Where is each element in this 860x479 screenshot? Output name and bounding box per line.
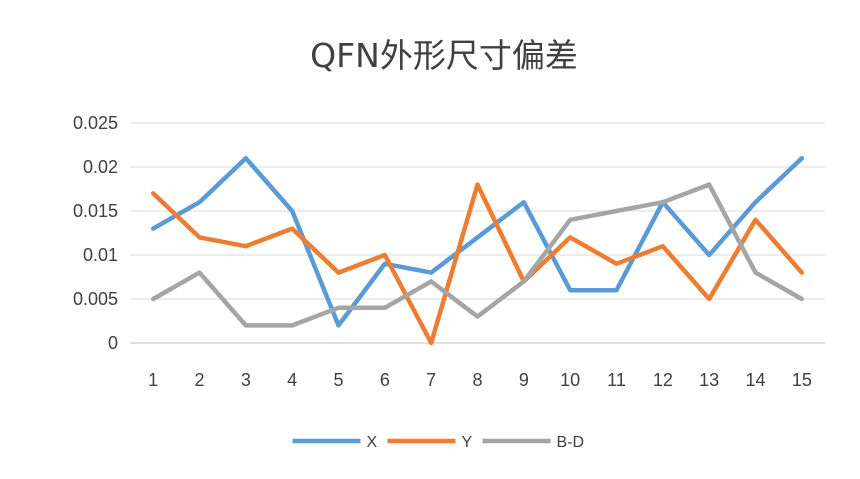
x-tick-label: 6: [380, 370, 390, 390]
x-tick-label: 15: [792, 370, 812, 390]
x-tick-label: 11: [607, 370, 626, 390]
legend-label: X: [367, 434, 378, 451]
legend-item: Y: [387, 434, 473, 451]
legend-item: X: [292, 434, 378, 451]
x-axis-ticks: 1 2 3 4 5 6 7 8 9 10 11 12 13 14 15: [148, 370, 812, 390]
x-tick-label: 12: [653, 370, 673, 390]
series-lines: [150, 155, 805, 346]
x-tick-label: 5: [333, 370, 343, 390]
x-tick-label: 8: [472, 370, 482, 390]
chart-title: QFN外形尺寸偏差: [310, 36, 578, 75]
y-tick-label: 0.02: [83, 157, 118, 177]
series-line-y: [150, 182, 805, 346]
x-tick-label: 4: [287, 370, 297, 390]
x-tick-label: 14: [745, 370, 765, 390]
gridlines: [130, 122, 825, 344]
y-tick-label: 0.015: [73, 201, 118, 221]
x-tick-label: 3: [241, 370, 251, 390]
y-tick-label: 0.025: [73, 113, 118, 133]
x-tick-label: 1: [148, 370, 158, 390]
x-tick-label: 10: [560, 370, 580, 390]
legend-label: B-D: [557, 434, 585, 451]
x-tick-label: 9: [519, 370, 529, 390]
y-tick-label: 0.01: [83, 245, 118, 265]
x-tick-label: 2: [194, 370, 204, 390]
y-tick-label: 0.005: [73, 289, 118, 309]
x-tick-label: 13: [699, 370, 719, 390]
y-tick-label: 0: [108, 333, 118, 353]
legend: X Y B-D: [292, 434, 585, 451]
legend-item: B-D: [482, 434, 585, 451]
x-tick-label: 7: [426, 370, 436, 390]
y-axis-ticks: 0 0.005 0.01 0.015 0.02 0.025: [73, 113, 118, 353]
legend-label: Y: [462, 434, 473, 451]
